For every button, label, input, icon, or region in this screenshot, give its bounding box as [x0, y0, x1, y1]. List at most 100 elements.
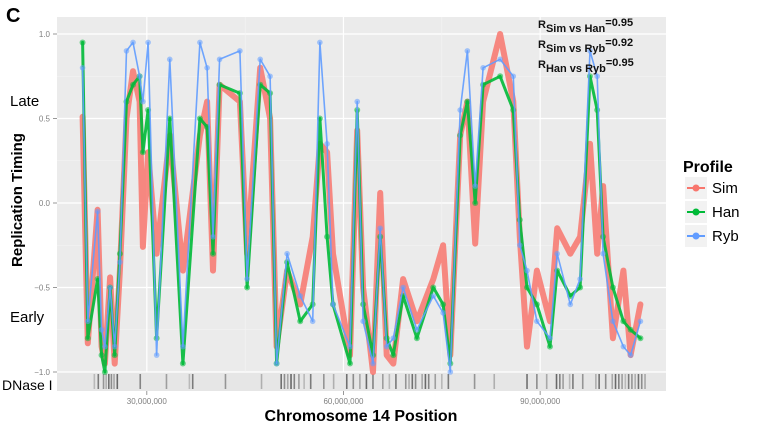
- data-point-ryb: [309, 318, 316, 325]
- dnase-site: [618, 374, 620, 389]
- dnase-site: [621, 374, 623, 389]
- dnase-site: [102, 374, 105, 389]
- data-point-ryb: [354, 98, 361, 105]
- data-point-ryb: [637, 318, 644, 325]
- dnase-site: [224, 374, 227, 389]
- data-point-han: [497, 73, 504, 80]
- dnase-site: [640, 374, 643, 389]
- dnase-site: [427, 374, 430, 389]
- dnase-site: [414, 374, 417, 389]
- data-point-ryb: [324, 141, 330, 147]
- data-point-ryb: [414, 326, 420, 333]
- data-point-ryb: [330, 301, 336, 308]
- data-point-ryb: [587, 48, 593, 54]
- data-point-han: [139, 149, 146, 156]
- dnase-site: [188, 374, 191, 389]
- data-point-ryb: [567, 301, 574, 308]
- data-point-ryb: [284, 250, 290, 257]
- dnase-label: DNase I: [2, 377, 53, 393]
- y-tick-label: 0.5: [39, 115, 51, 124]
- data-point-ryb: [267, 73, 273, 80]
- correlation-annotations: RSim vs Han=0.95 RSim vs Ryb=0.92 RHan vs …: [538, 17, 634, 75]
- legend-item-sim: Sim: [685, 177, 738, 199]
- data-point-ryb: [153, 352, 160, 358]
- data-point-ryb: [102, 343, 108, 350]
- data-point-han: [464, 98, 471, 105]
- legend-label: Sim: [712, 180, 738, 197]
- data-point-ryb: [524, 267, 530, 274]
- dnase-site: [332, 374, 335, 389]
- data-point-ryb: [577, 276, 583, 282]
- dnase-site: [323, 374, 325, 389]
- dnase-site: [473, 374, 476, 389]
- data-point-ryb: [360, 318, 366, 325]
- data-point-han: [627, 326, 634, 333]
- x-tick-label: 90,000,000: [520, 397, 561, 406]
- data-point-ryb: [180, 343, 186, 350]
- data-point-han: [166, 115, 173, 122]
- dnase-site: [303, 374, 305, 389]
- dnase-site: [97, 374, 100, 389]
- data-point-ryb: [547, 335, 553, 342]
- dnase-site: [113, 374, 115, 389]
- dnase-site: [372, 374, 374, 389]
- dnase-site: [637, 374, 640, 389]
- data-point-han: [609, 284, 616, 291]
- correlation-label: RSim vs Han=0.95: [538, 17, 633, 35]
- data-point-ryb: [166, 56, 173, 63]
- dnase-site: [536, 374, 538, 389]
- dnase-site: [280, 374, 282, 389]
- dnase-site: [165, 374, 168, 389]
- data-point-ryb: [111, 343, 118, 350]
- data-point-han: [440, 301, 447, 308]
- late-label: Late: [10, 93, 39, 110]
- y-tick-label: −1.0: [34, 368, 50, 377]
- dnase-site: [627, 374, 630, 389]
- dnase-sites: [93, 374, 646, 389]
- data-point-ryb: [216, 56, 223, 63]
- data-point-ryb: [347, 343, 353, 350]
- data-point-han: [413, 335, 420, 342]
- data-point-han: [210, 250, 217, 257]
- series-ryb: [79, 39, 644, 375]
- data-point-ryb: [510, 73, 517, 80]
- dnase-site: [572, 374, 574, 389]
- data-point-han: [390, 352, 397, 359]
- correlation-label: RSim vs Ryb=0.92: [538, 37, 633, 55]
- legend-label: Han: [712, 204, 740, 221]
- data-point-ryb: [79, 65, 86, 71]
- data-point-ryb: [447, 369, 454, 375]
- data-point-ryb: [204, 65, 210, 71]
- data-point-ryb: [297, 293, 304, 299]
- data-point-han: [324, 233, 331, 240]
- data-point-ryb: [383, 343, 390, 350]
- data-point-ryb: [210, 234, 216, 240]
- y-tick-label: −0.5: [34, 284, 50, 293]
- data-point-ryb: [610, 318, 616, 325]
- data-point-han: [216, 81, 223, 88]
- dnase-site: [493, 374, 496, 389]
- data-point-ryb: [480, 65, 486, 71]
- data-point-han: [594, 107, 601, 114]
- legend-label: Ryb: [712, 228, 739, 245]
- data-point-ryb: [627, 352, 634, 358]
- data-point-ryb: [94, 208, 101, 215]
- dnase-site: [447, 374, 450, 389]
- y-tick-label: 1.0: [39, 30, 51, 39]
- data-point-ryb: [472, 183, 479, 189]
- data-point-han: [84, 335, 91, 342]
- dnase-site: [286, 374, 289, 389]
- dnase-site: [545, 374, 548, 389]
- dnase-site: [631, 374, 633, 389]
- dnase-site: [105, 374, 107, 389]
- dnase-site: [290, 374, 292, 389]
- dnase-site: [139, 374, 142, 389]
- data-point-han: [472, 200, 479, 206]
- data-point-ryb: [123, 48, 130, 54]
- dnase-site: [411, 374, 414, 389]
- dnase-site: [365, 374, 368, 389]
- dnase-site: [604, 374, 607, 389]
- legend-item-ryb: Ryb: [685, 225, 739, 247]
- data-point-ryb: [400, 284, 406, 291]
- data-point-han: [533, 301, 540, 308]
